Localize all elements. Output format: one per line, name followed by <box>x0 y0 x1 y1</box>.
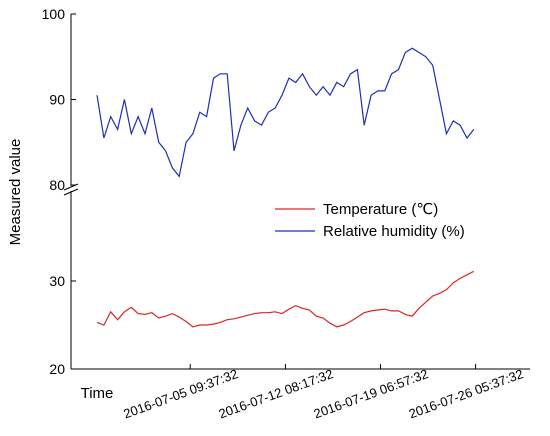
y-tick-label: 30 <box>49 273 65 289</box>
axis-break <box>63 188 79 196</box>
y-axis-title: Measured value <box>7 139 24 246</box>
legend-label: Relative humidity (%) <box>323 223 465 240</box>
y-tick-label: 100 <box>42 6 66 22</box>
y-tick-label: 90 <box>49 92 65 108</box>
y-tick-label: 80 <box>49 177 65 193</box>
series-line <box>96 47 475 178</box>
series-line <box>96 270 475 328</box>
y-tick-label: 20 <box>49 361 65 377</box>
legend-label: Temperature (℃) <box>323 201 438 218</box>
x-axis-title: Time <box>81 385 114 402</box>
